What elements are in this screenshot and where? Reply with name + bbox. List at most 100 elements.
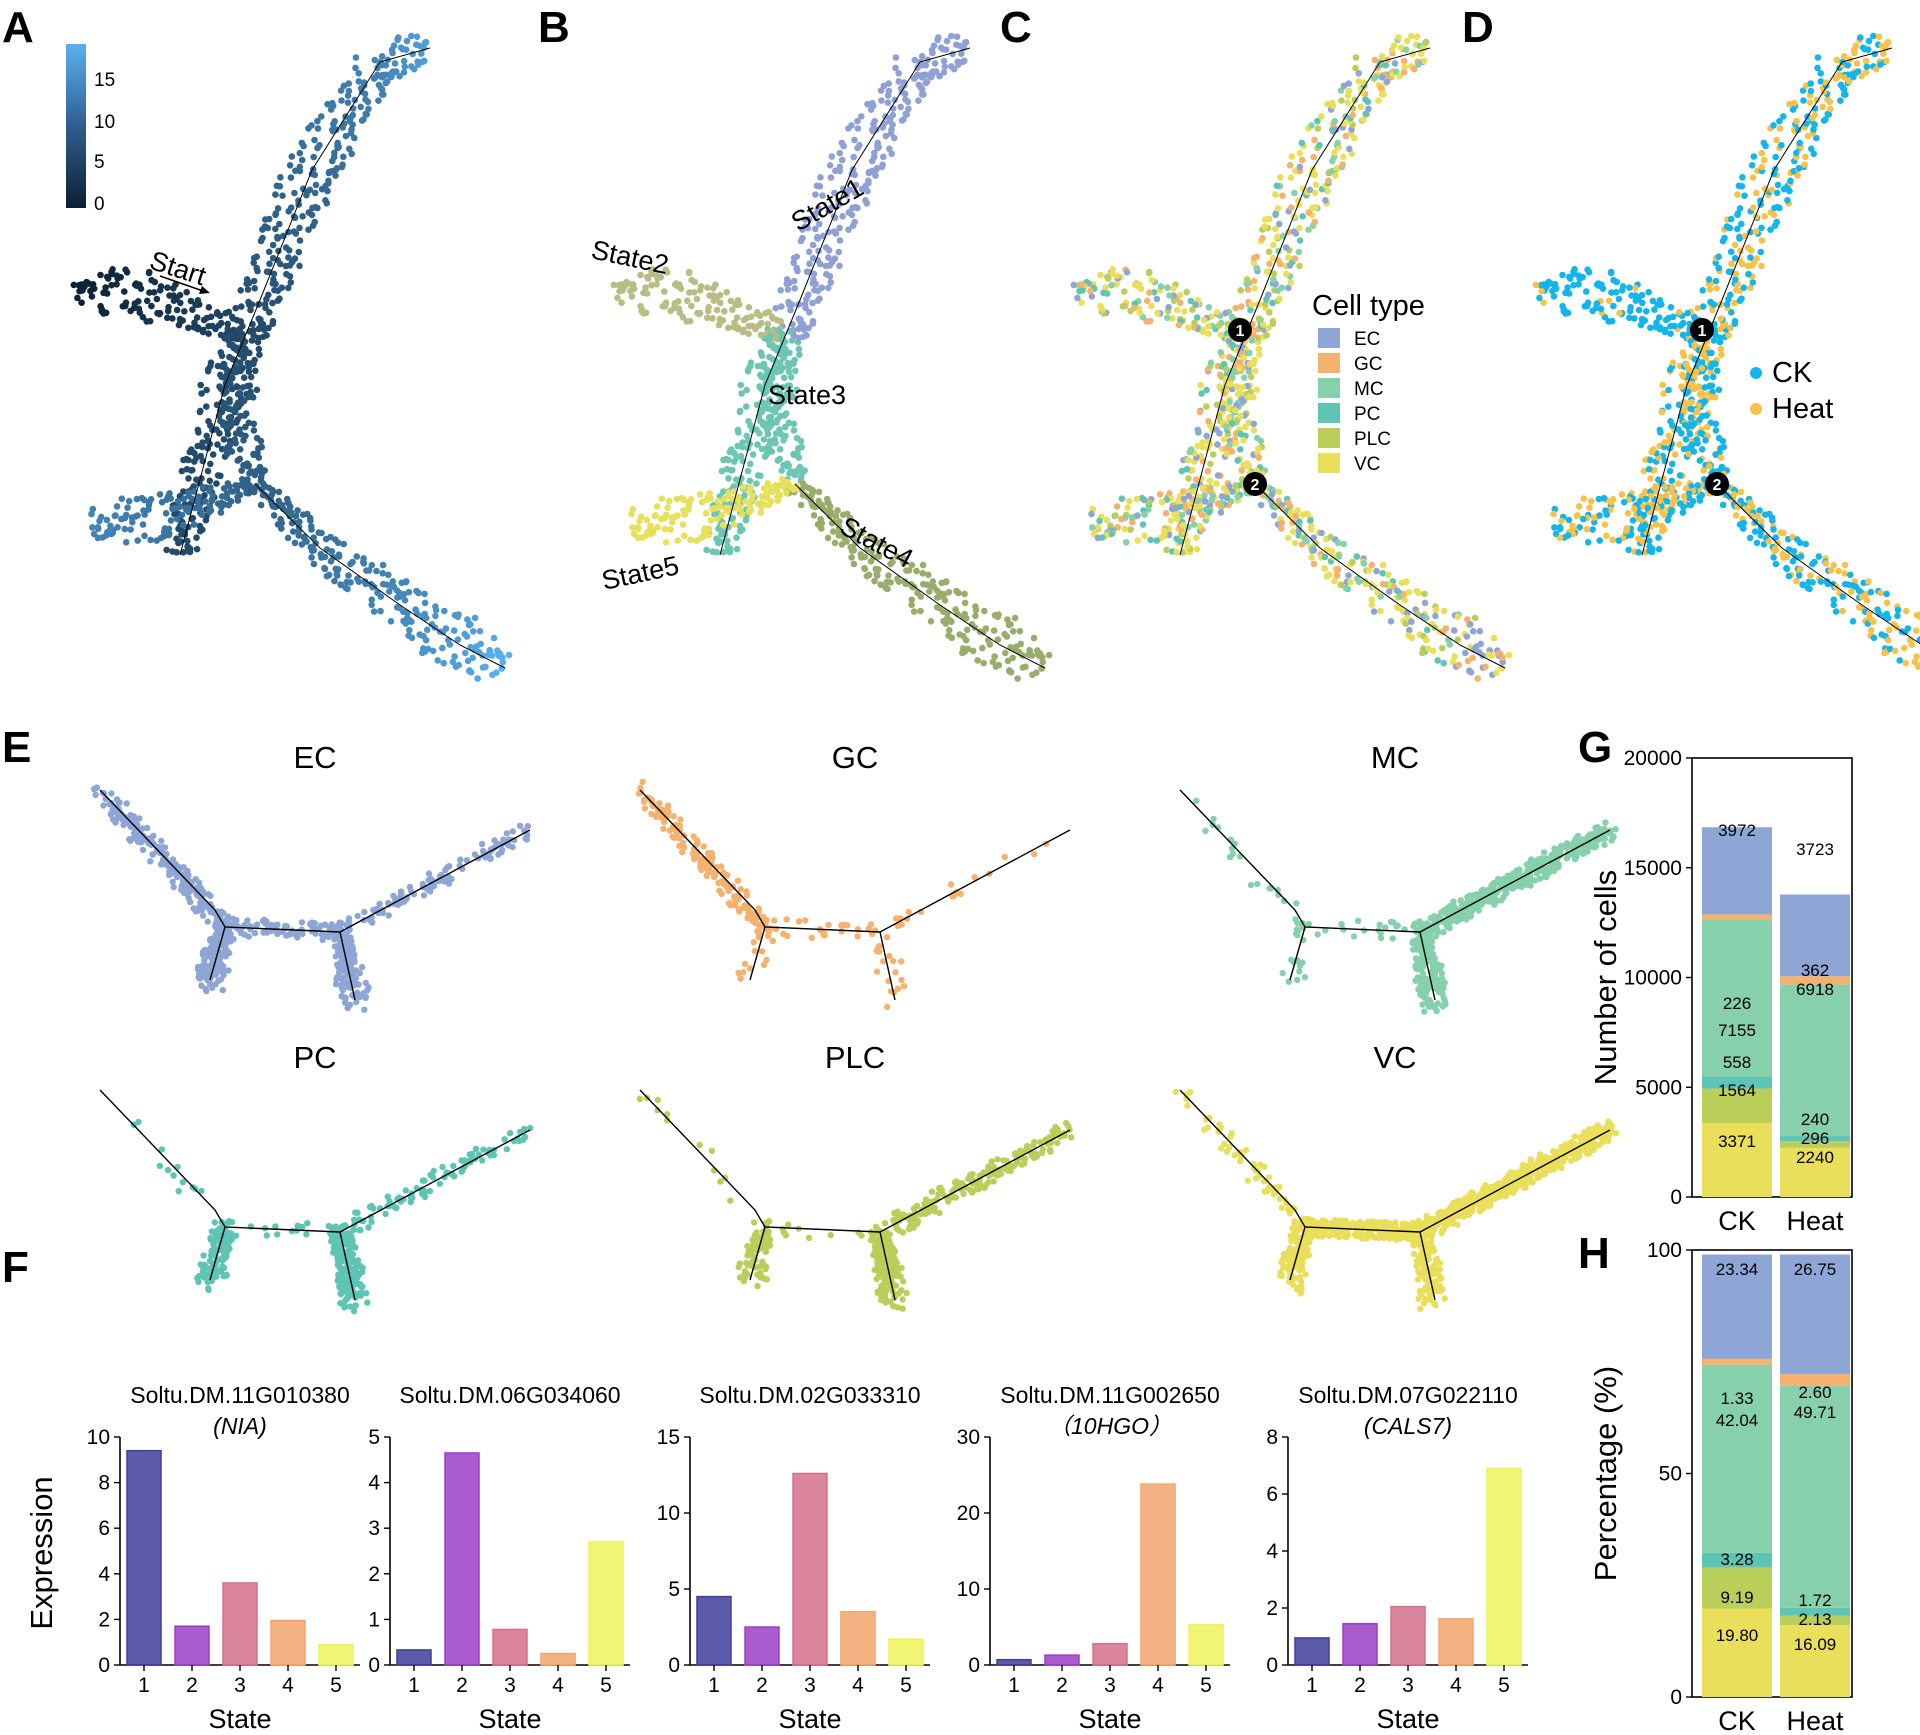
cell-dot [927, 618, 935, 625]
cell-dot [1276, 220, 1283, 228]
cell-dot [1232, 482, 1239, 489]
cell-dot [225, 405, 233, 413]
cell-dot [1133, 495, 1141, 503]
cell-dot [765, 405, 773, 413]
cell-dot [194, 426, 202, 434]
cell-dot [1493, 669, 1500, 676]
cell-dot [291, 255, 299, 262]
cell-dot [1251, 285, 1258, 292]
cell-dot [1153, 537, 1160, 544]
cell-dot [1253, 264, 1260, 272]
cell-dot [321, 553, 329, 561]
cell-dot [1773, 189, 1781, 197]
cell-dot [189, 306, 196, 314]
cell-dot [265, 215, 273, 223]
cell-dot [153, 295, 161, 303]
cell-dot [244, 463, 251, 470]
cell-dot [1197, 381, 1204, 389]
cell-dot [850, 153, 857, 161]
cell-dot [1727, 248, 1735, 256]
cell-dot [1745, 270, 1752, 278]
cell-dot [217, 331, 225, 339]
cell-dot [721, 308, 728, 315]
cell-dot [803, 332, 810, 339]
cell-dot [704, 314, 711, 322]
cell-dot [253, 922, 260, 929]
cell-dot [500, 836, 507, 843]
cell-dot [1190, 521, 1198, 528]
cell-dot [1342, 584, 1350, 592]
cell-dot [1314, 125, 1322, 132]
cell-dot [826, 162, 834, 169]
cell-dot [688, 276, 695, 284]
cell-dot [100, 802, 107, 809]
cell-dot [963, 626, 971, 634]
cell-dot [1177, 538, 1184, 545]
cell-dot [950, 65, 958, 73]
cell-dot [1094, 534, 1102, 542]
cell-dot [1583, 525, 1591, 533]
cell-dot [167, 517, 175, 524]
cell-dot [256, 351, 263, 359]
cell-dot [1125, 497, 1133, 505]
cell-dot [193, 476, 200, 484]
cell-dot [200, 316, 208, 324]
panel-letter-h: H [1578, 1229, 1610, 1278]
cell-dot [185, 324, 192, 332]
cell-dot [1233, 383, 1241, 390]
cell-dot [1809, 579, 1816, 586]
cell-dot [1217, 509, 1225, 516]
cell-dot [1769, 517, 1776, 524]
cell-dot [184, 537, 191, 545]
cell-dot [873, 572, 881, 579]
cell-dot [1644, 504, 1651, 512]
cell-dot [1637, 321, 1645, 329]
cell-dot [403, 578, 410, 585]
cell-dot [103, 273, 111, 281]
cell-dot [1737, 488, 1745, 496]
cell-dot [919, 561, 927, 569]
cell-dot [652, 512, 659, 519]
cell-dot [1113, 281, 1120, 288]
cell-dot [1693, 407, 1701, 414]
cell-dot [1477, 640, 1485, 648]
cell-dot [1076, 287, 1083, 295]
cell-dot [793, 386, 801, 394]
cell-dot [1205, 508, 1213, 516]
cell-dot [1421, 590, 1428, 598]
cell-dot [1352, 64, 1359, 72]
cell-dot [198, 982, 205, 989]
cell-dot [1695, 383, 1703, 390]
cell-dot [355, 78, 363, 85]
cell-dot [238, 303, 245, 310]
cell-dot [524, 823, 531, 830]
cell-dot [1088, 293, 1096, 300]
cell-dot [969, 647, 977, 655]
cell-dot [772, 304, 779, 312]
cell-dot [1276, 295, 1283, 303]
cell-dot [1696, 493, 1703, 501]
cell-dot [123, 800, 130, 807]
cell-dot [362, 993, 370, 1000]
cell-dot [1275, 488, 1283, 496]
cell-dot [1284, 534, 1292, 542]
cell-dot [882, 132, 890, 140]
cell-dot [108, 790, 115, 797]
cell-dot [733, 476, 740, 484]
cell-dot [205, 304, 213, 311]
cell-dot [236, 446, 244, 453]
cell-dot [1190, 483, 1197, 490]
cell-dot [178, 467, 186, 475]
cell-dot [908, 561, 916, 569]
cell-dot [737, 381, 744, 389]
cell-dot [345, 80, 353, 87]
cell-dot [888, 150, 895, 158]
cell-dot [1441, 607, 1448, 615]
cell-dot [1408, 634, 1416, 642]
cell-dot [1265, 324, 1272, 332]
cell-dot [353, 553, 361, 560]
cell-dot [1167, 517, 1175, 524]
cell-dot [523, 836, 531, 843]
cell-dot [943, 578, 950, 585]
cell-dot [741, 498, 749, 505]
